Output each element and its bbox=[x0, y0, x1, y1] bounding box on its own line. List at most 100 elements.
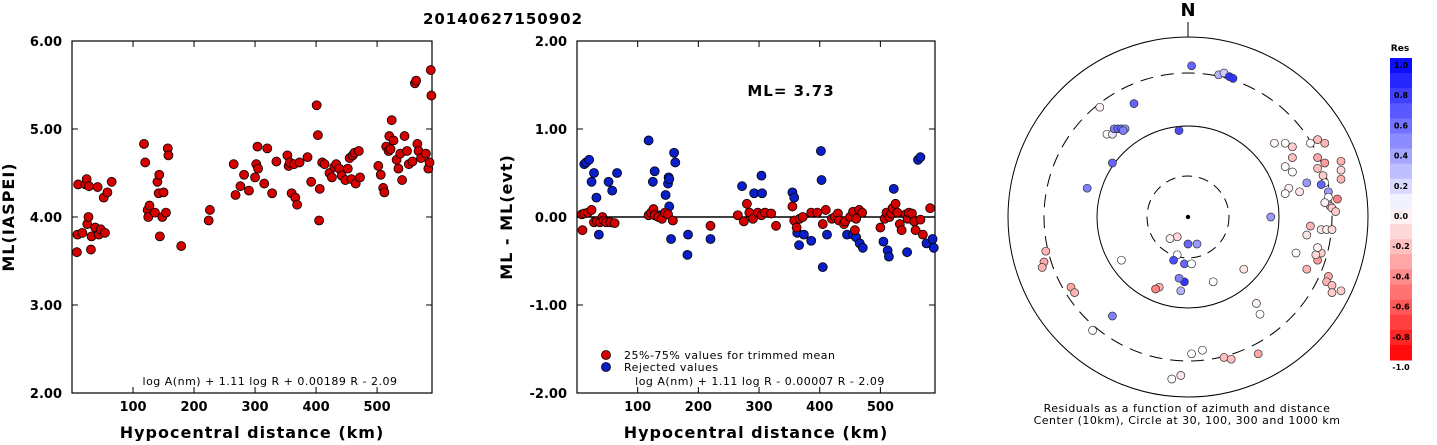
residual-colorbar: Res 1.0 0.8 0.6 0.4 0.2 0.0 -0.2 -0.4 -0.6 -0.8 -1… bbox=[1390, 44, 1412, 372]
rejected-residual-point bbox=[664, 174, 675, 185]
station-residual-point bbox=[1228, 74, 1238, 83]
accepted-residual-point bbox=[896, 225, 907, 236]
accepted-residual-point bbox=[797, 212, 808, 222]
rejected-residual-point bbox=[794, 240, 804, 251]
ml-station-point bbox=[375, 169, 386, 180]
rejected-residual-point bbox=[586, 176, 597, 187]
station-residual-point bbox=[1318, 171, 1328, 180]
rejected-residual-point bbox=[584, 154, 595, 165]
ml-station-point bbox=[373, 161, 384, 171]
legend-accepted-label: 25%-75% values for trimmed mean bbox=[624, 349, 836, 362]
station-residual-point bbox=[1082, 183, 1092, 193]
ml-station-point bbox=[302, 152, 313, 163]
ml-station-point bbox=[235, 181, 246, 192]
colorbar-tick-label: -0.8 bbox=[1392, 333, 1410, 342]
station-residual-point bbox=[1187, 259, 1196, 269]
station-residual-point bbox=[1226, 354, 1236, 364]
accepted-residual-point bbox=[857, 207, 868, 218]
station-residual-point bbox=[1327, 288, 1337, 297]
rejected-residual-point bbox=[603, 176, 614, 187]
ml-station-point bbox=[144, 200, 155, 211]
station-residual-point bbox=[1187, 349, 1196, 359]
colorbar-tick-label: 0.6 bbox=[1394, 121, 1409, 130]
station-residual-point bbox=[1313, 164, 1322, 173]
rejected-residual-point bbox=[902, 247, 912, 258]
colorbar-cell bbox=[1390, 314, 1412, 331]
ml-station-point bbox=[100, 227, 110, 238]
left-y-tick-label: 2.00 bbox=[30, 387, 62, 402]
ml-station-point bbox=[327, 172, 337, 183]
station-residual-point bbox=[1320, 138, 1330, 148]
polar-caption-line2: Center (10km), Circle at 30, 100, 300 an… bbox=[1034, 414, 1341, 427]
middle-y-tick-label: 0.00 bbox=[535, 211, 567, 226]
event-ml-annotation: ML= 3.73 bbox=[747, 82, 834, 100]
colorbar-cell bbox=[1390, 269, 1412, 285]
rejected-residual-point bbox=[878, 236, 889, 247]
ml-station-point bbox=[102, 187, 113, 198]
ml-station-point bbox=[239, 169, 249, 180]
ml-station-point bbox=[426, 90, 437, 101]
station-residual-point bbox=[1320, 198, 1330, 207]
rejected-residual-point bbox=[593, 229, 604, 240]
rejected-residual-point bbox=[857, 242, 868, 253]
station-residual-point bbox=[1316, 180, 1326, 189]
middle-formula: log A(nm) + 1.11 log R - 0.00007 R - 2.0… bbox=[635, 375, 885, 388]
ml-station-point bbox=[228, 159, 239, 170]
station-residual-point bbox=[1151, 284, 1160, 294]
middle-y-tick-label: -1.00 bbox=[530, 299, 567, 314]
middle-x-tick-label: 200 bbox=[685, 400, 712, 415]
middle-y-tick-label: 1.00 bbox=[535, 123, 567, 138]
accepted-residual-point bbox=[820, 205, 831, 215]
ml-station-point bbox=[271, 156, 282, 167]
ml-station-point bbox=[314, 183, 325, 194]
accepted-residual-point bbox=[791, 222, 802, 233]
ml-station-point bbox=[379, 187, 390, 198]
accepted-residual-point bbox=[577, 225, 588, 236]
station-residual-point bbox=[1336, 156, 1346, 166]
middle-y-axis-label: ML - ML(evt) bbox=[497, 154, 516, 280]
ml-station-point bbox=[292, 199, 303, 210]
station-residual-point bbox=[1302, 230, 1312, 240]
azimuth-residual-plot: N Residuals as a function of azimuth and… bbox=[1007, 0, 1369, 427]
ml-station-point bbox=[402, 146, 412, 156]
middle-y-tick-label: 2.00 bbox=[535, 35, 567, 50]
legend-accepted-marker bbox=[601, 350, 611, 360]
station-residual-point bbox=[1288, 142, 1297, 152]
rejected-residual-point bbox=[799, 229, 809, 240]
ml-station-point bbox=[106, 176, 117, 187]
ml-station-point bbox=[176, 241, 187, 251]
accepted-residual-point bbox=[738, 216, 749, 227]
ml-station-point bbox=[267, 188, 278, 199]
ml-station-point bbox=[203, 215, 214, 226]
left-x-tick-label: 400 bbox=[302, 400, 329, 415]
colorbar-cell bbox=[1390, 88, 1412, 104]
ml-station-point bbox=[259, 178, 270, 189]
ml-station-point bbox=[150, 207, 160, 218]
station-residual-point bbox=[1088, 326, 1097, 335]
ml-station-point bbox=[397, 175, 408, 185]
station-residual-point bbox=[1333, 194, 1342, 204]
station-residual-point bbox=[1167, 374, 1177, 384]
station-residual-point bbox=[1280, 138, 1290, 148]
station-residual-point bbox=[1118, 126, 1128, 135]
ring-100km bbox=[1096, 125, 1280, 309]
rejected-residual-point bbox=[705, 234, 716, 244]
ml-station-point bbox=[319, 159, 330, 170]
station-residual-point bbox=[1280, 189, 1290, 198]
rejected-residual-point bbox=[915, 152, 926, 163]
ml-station-point bbox=[393, 163, 404, 174]
ml-station-point bbox=[139, 139, 149, 149]
legend-rejected-label: Rejected values bbox=[624, 361, 719, 374]
ml-station-point bbox=[388, 135, 399, 146]
rejected-residual-point bbox=[682, 249, 693, 260]
station-residual-point bbox=[1288, 153, 1297, 162]
ml-station-point bbox=[386, 115, 397, 126]
colorbar-tick-label: 0.8 bbox=[1394, 91, 1409, 100]
rejected-residual-point bbox=[666, 234, 676, 244]
colorbar-tick-label: -0.6 bbox=[1392, 303, 1410, 312]
rejected-residual-point bbox=[927, 234, 938, 244]
accepted-residual-point bbox=[609, 218, 620, 229]
colorbar-cell bbox=[1390, 73, 1412, 89]
station-residual-point bbox=[1252, 299, 1261, 308]
